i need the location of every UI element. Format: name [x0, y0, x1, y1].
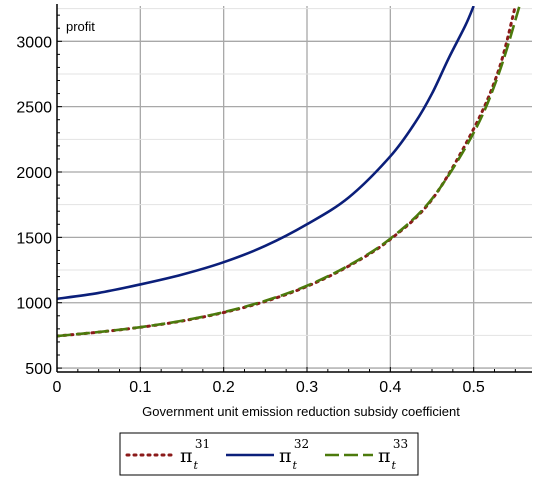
- x-tick-label: 0.1: [129, 379, 151, 396]
- x-tick-label: 0.5: [463, 379, 485, 396]
- legend-label: πt32: [279, 437, 309, 472]
- y-tick-label: 2500: [16, 100, 52, 117]
- tick-labels: 0 0.1 0.2 0.3 0.4 0.5 500 1000 1500 2000 2500 3000: [16, 34, 484, 396]
- y-tick-label: 500: [25, 361, 52, 378]
- series-line-33: [57, 6, 521, 338]
- legend-item-33: πt33: [325, 437, 408, 472]
- x-axis-title: Government unit emission reduction subsi…: [142, 404, 460, 419]
- y-tick-label: 3000: [16, 34, 52, 51]
- legend-label: πt33: [378, 437, 408, 472]
- y-tick-label: 1000: [16, 296, 52, 313]
- x-tick-label: 0: [53, 379, 62, 396]
- x-tick-label: 0.3: [296, 379, 318, 396]
- series-layer: [57, 6, 521, 338]
- x-tick-label: 0.4: [379, 379, 401, 396]
- legend-item-31: πt31: [125, 437, 210, 472]
- grid: [57, 6, 532, 372]
- y-tick-label: 1500: [16, 230, 52, 247]
- x-tick-label: 0.2: [213, 379, 235, 396]
- series-line-32: [57, 6, 475, 301]
- legend-items: πt31 πt32 πt33: [125, 437, 408, 472]
- legend-label: πt31: [180, 437, 210, 472]
- legend: πt31 πt32 πt33: [119, 432, 419, 476]
- y-tick-label: 2000: [16, 165, 52, 182]
- y-axis-title: profit: [66, 19, 95, 34]
- legend-item-32: πt32: [226, 437, 309, 472]
- axes: [56, 4, 532, 373]
